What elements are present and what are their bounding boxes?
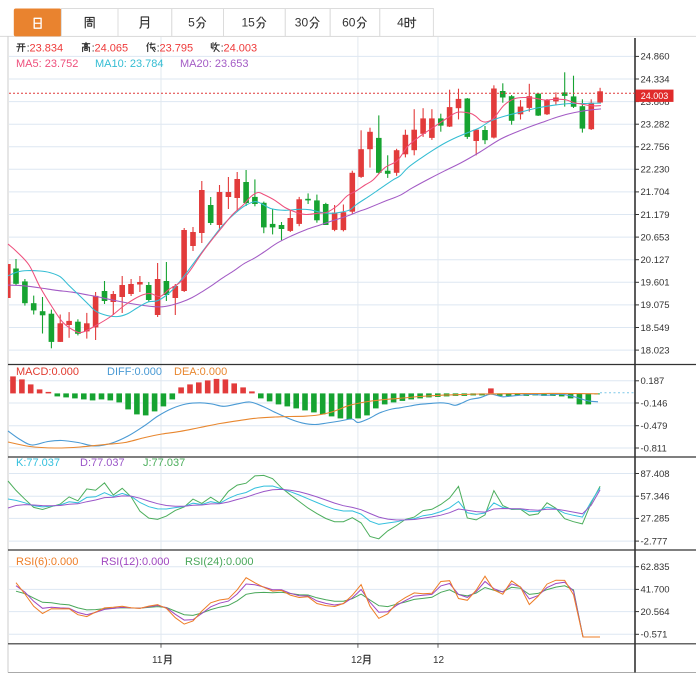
svg-text:K:77.037: K:77.037 [16,457,60,469]
svg-text:30: 30 [295,16,309,30]
svg-text:41.700: 41.700 [641,585,670,596]
svg-text:-2.777: -2.777 [641,536,668,547]
svg-text:MA5: 23.752: MA5: 23.752 [16,58,78,70]
svg-text:23.795: 23.795 [160,42,194,54]
svg-text:-0.811: -0.811 [641,443,667,454]
svg-text:DIFF:0.000: DIFF:0.000 [107,366,162,378]
svg-text:23.282: 23.282 [641,120,670,131]
svg-text:0.187: 0.187 [641,376,665,387]
svg-text:RSI(24):0.000: RSI(24):0.000 [185,556,253,568]
svg-text:12: 12 [351,655,363,666]
svg-text:20.127: 20.127 [641,255,670,266]
svg-text:23.808: 23.808 [641,97,670,108]
svg-text::: : [92,42,95,54]
svg-text:J:77.037: J:77.037 [143,457,185,469]
svg-text:22.756: 22.756 [641,142,670,153]
svg-text:24.003: 24.003 [641,91,669,101]
svg-text:22.230: 22.230 [641,165,670,176]
svg-text:19.075: 19.075 [641,300,670,311]
svg-text:24.065: 24.065 [95,42,129,54]
svg-text:62.835: 62.835 [641,562,670,573]
svg-text::: : [157,42,160,54]
svg-text:15: 15 [242,16,256,30]
svg-text::: : [221,42,224,54]
svg-text:MA20: 23.653: MA20: 23.653 [180,58,249,70]
svg-text:21.704: 21.704 [641,187,670,198]
svg-text:11: 11 [152,655,163,666]
svg-text:D:77.037: D:77.037 [80,457,125,469]
svg-text:-0.571: -0.571 [641,630,668,641]
svg-text::: : [27,42,30,54]
svg-text:60: 60 [342,16,356,30]
svg-text:18.023: 18.023 [641,345,670,356]
svg-text:20.653: 20.653 [641,232,670,243]
svg-text:21.179: 21.179 [641,210,670,221]
svg-text:87.408: 87.408 [641,469,670,480]
svg-text:24.334: 24.334 [641,74,670,85]
svg-text:20.564: 20.564 [641,607,670,618]
svg-text:-0.146: -0.146 [641,398,668,409]
svg-text:MACD:0.000: MACD:0.000 [16,366,79,378]
svg-text:19.601: 19.601 [641,278,670,289]
svg-text:12: 12 [433,655,445,666]
svg-text:27.285: 27.285 [641,514,670,525]
svg-text:4: 4 [397,16,404,30]
svg-text:RSI(6):0.000: RSI(6):0.000 [16,556,78,568]
svg-text:23.834: 23.834 [30,42,64,54]
svg-text:5: 5 [188,16,195,30]
svg-text:57.346: 57.346 [641,492,670,503]
svg-text:24.003: 24.003 [224,42,258,54]
svg-text:-0.479: -0.479 [641,421,668,432]
svg-text:DEA:0.000: DEA:0.000 [174,366,227,378]
svg-text:RSI(12):0.000: RSI(12):0.000 [101,556,169,568]
svg-text:18.549: 18.549 [641,323,670,334]
svg-text:MA10: 23.784: MA10: 23.784 [95,58,164,70]
svg-text:24.860: 24.860 [641,52,670,63]
